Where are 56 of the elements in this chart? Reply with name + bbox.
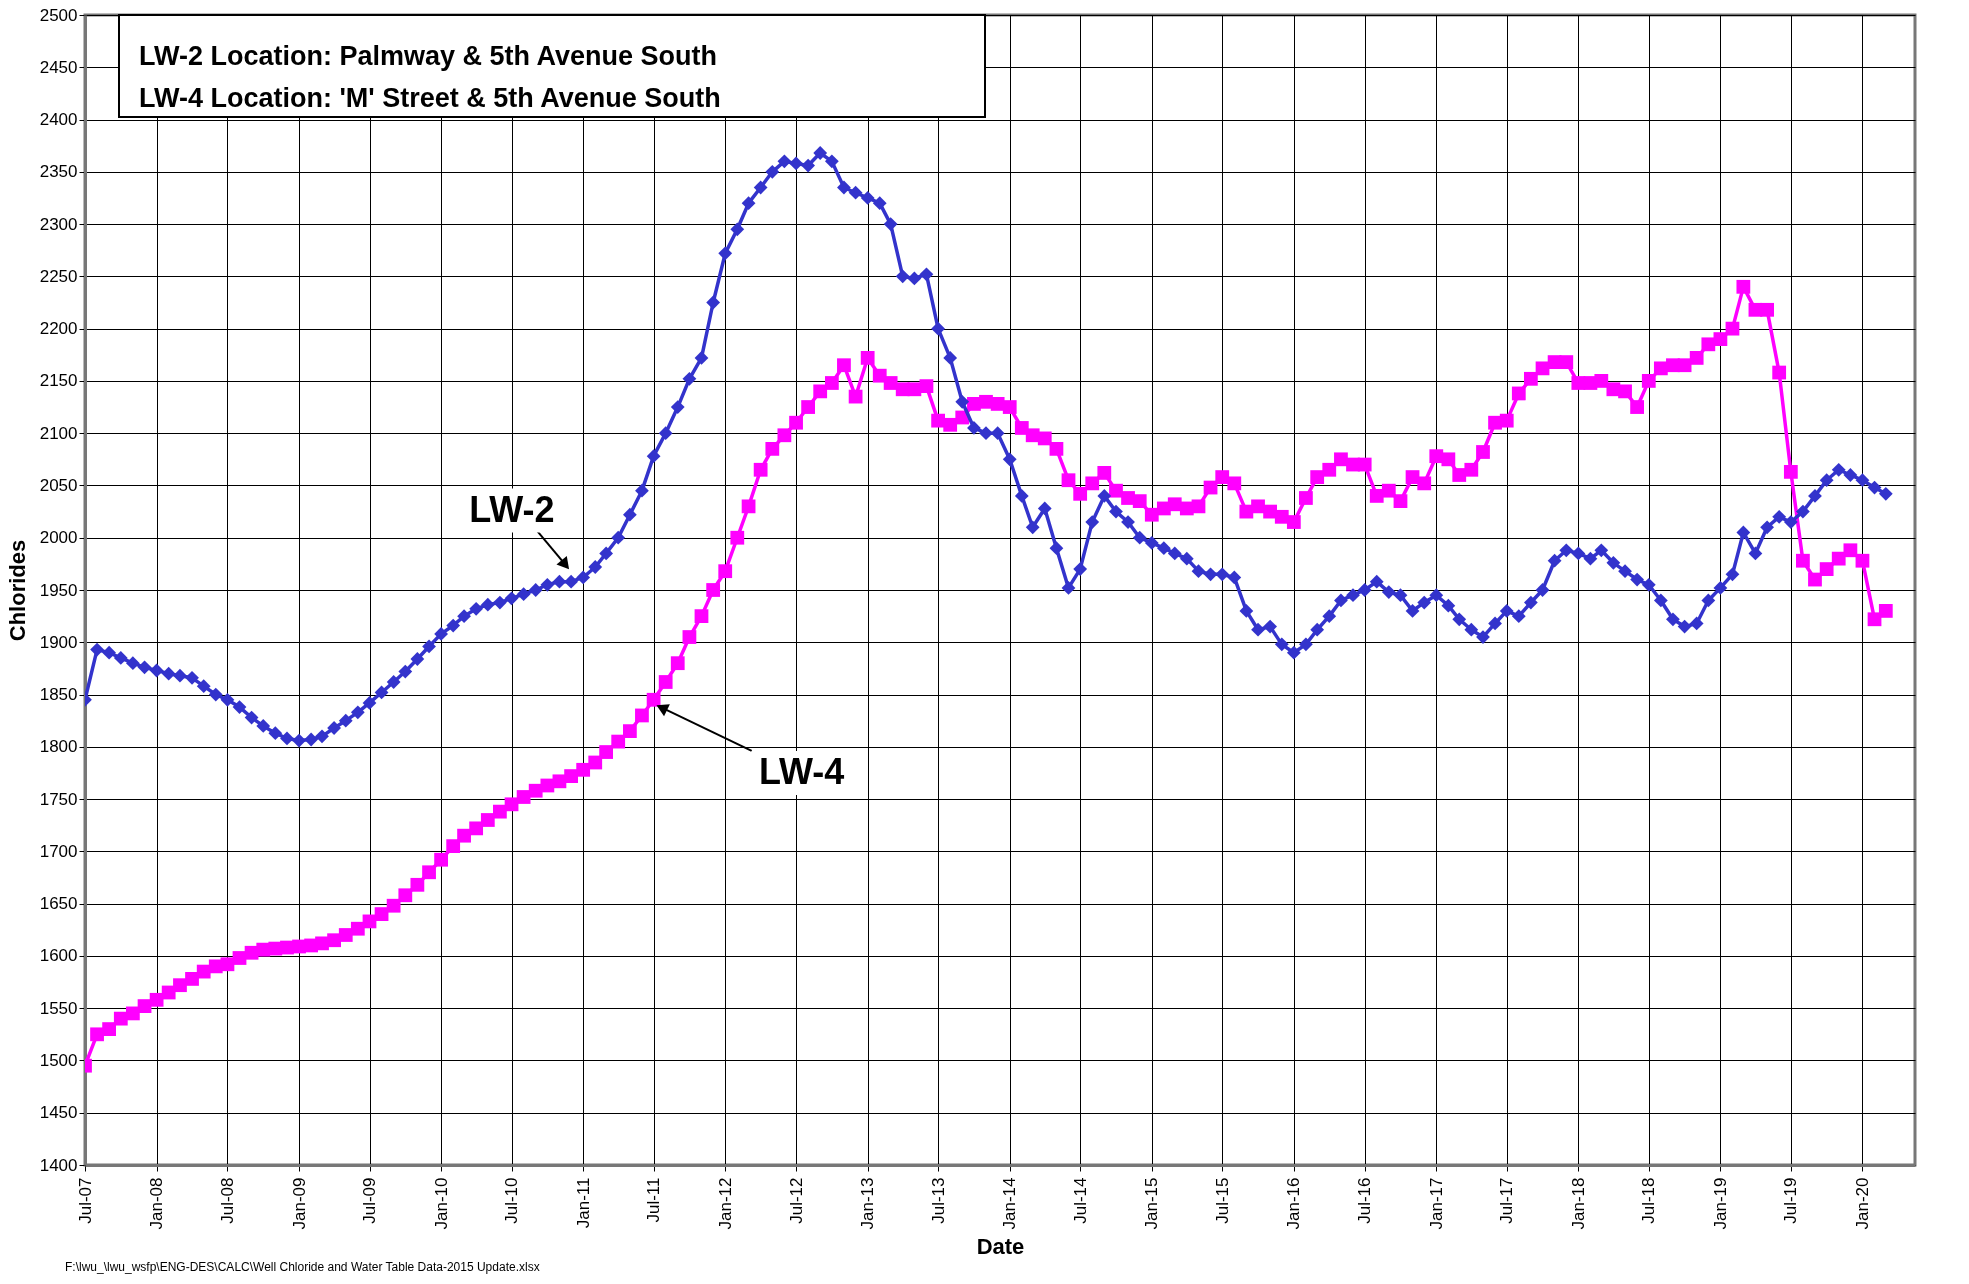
x-tick-label: Jul-15	[1212, 1177, 1232, 1224]
x-tick-label: Jan-18	[1568, 1177, 1588, 1230]
y-tick-label: 1900	[39, 632, 78, 652]
y-tick-label: 1450	[39, 1103, 78, 1123]
y-tick-label: 2450	[39, 57, 78, 77]
x-tick-label: Jul-07	[75, 1177, 95, 1224]
y-tick-label: 1850	[39, 685, 78, 705]
y-tick-label: 1600	[39, 946, 78, 966]
y-tick-label: 2250	[39, 266, 78, 286]
x-tick-label: Jan-11	[573, 1177, 593, 1229]
x-tick-label: Jul-09	[360, 1177, 379, 1224]
x-tick-label: Jan-10	[431, 1177, 451, 1230]
y-tick-label: 2350	[39, 162, 78, 182]
x-axis-title: Date	[976, 1234, 1025, 1260]
y-tick-label: 1550	[39, 998, 78, 1018]
x-tick-label: Jan-09	[289, 1177, 309, 1230]
x-tick-label: Jul-08	[217, 1177, 237, 1224]
x-tick-label: Jul-11	[644, 1177, 664, 1223]
x-tick-label: Jan-08	[147, 1177, 167, 1230]
y-axis-title: Chlorides	[4, 539, 30, 642]
y-tick-label: 2100	[39, 423, 78, 443]
y-tick-label: 2300	[39, 214, 78, 234]
x-tick-label: Jan-12	[715, 1177, 735, 1230]
x-tick-label: Jul-14	[1070, 1177, 1090, 1224]
annotation: LW-2 Location: Palmway & 5th Avenue South	[139, 41, 718, 71]
y-tick-label: 1500	[39, 1050, 78, 1070]
y-tick-label: 2400	[39, 110, 78, 130]
x-tick-label: Jul-13	[928, 1177, 948, 1224]
y-tick-label: 1650	[39, 894, 78, 914]
x-tick-label: Jul-19	[1781, 1177, 1801, 1224]
series-label: LW-2	[469, 488, 555, 530]
x-tick-label: Jan-19	[1710, 1177, 1730, 1230]
y-tick-label: 1950	[39, 580, 78, 600]
y-tick-label: 1400	[39, 1155, 78, 1175]
x-tick-label: Jul-17	[1497, 1177, 1517, 1224]
x-tick-label: Jan-15	[1142, 1177, 1162, 1230]
y-tick-label: 2500	[39, 5, 78, 25]
x-tick-label: Jan-16	[1284, 1177, 1304, 1230]
y-tick-label: 1750	[39, 789, 78, 809]
x-tick-label: Jan-20	[1852, 1177, 1872, 1230]
text: F:\lwu_\lwu_wsfp\ENG-DES\CALC\Well Chloride and Water Table Data-2015 Update.xlsx	[65, 1260, 540, 1274]
x-tick-label: Jul-12	[786, 1177, 806, 1224]
y-tick-label: 1700	[39, 841, 78, 861]
y-tick-label: 2000	[39, 528, 78, 548]
text: LW-4	[759, 750, 845, 792]
y-tick-label: 2050	[39, 475, 78, 495]
y-tick-label: 2150	[39, 371, 78, 391]
x-tick-label: Jul-16	[1355, 1177, 1375, 1224]
x-tick-label: Jan-13	[858, 1177, 878, 1230]
x-tick-label: Jan-14	[1000, 1177, 1020, 1230]
x-tick-label: Jul-18	[1639, 1177, 1659, 1224]
annotation: LW-4 Location: 'M' Street & 5th Avenue South	[139, 83, 721, 113]
x-tick-label: Jan-17	[1426, 1177, 1446, 1230]
x-tick-label: Jul-10	[502, 1177, 522, 1224]
y-tick-label: 1800	[39, 737, 78, 757]
y-tick-label: 2200	[39, 319, 78, 339]
